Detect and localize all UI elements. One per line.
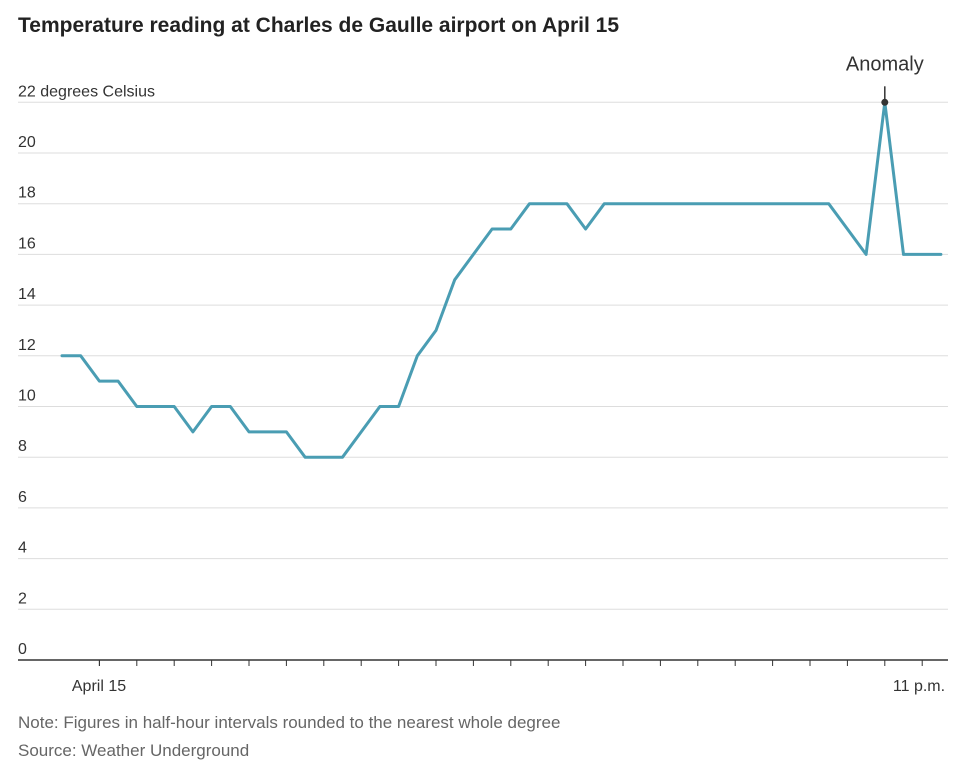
series-line-0 — [60, 100, 943, 459]
y-tick-label-0: 0 — [18, 641, 27, 658]
y-tick-label-12: 12 — [18, 337, 36, 354]
annotation-label-0: Anomaly — [846, 53, 924, 75]
y-tick-label-16: 16 — [18, 235, 36, 252]
y-tick-label-6: 6 — [18, 489, 27, 506]
x-tick-label-april-15: April 15 — [72, 678, 126, 695]
chart-note: Note: Figures in half-hour intervals rou… — [18, 713, 561, 732]
x-tick-label-11pm: 11 p.m. — [893, 678, 945, 695]
y-tick-label-2: 2 — [18, 590, 27, 607]
chart-source: Source: Weather Underground — [18, 741, 250, 760]
annotation-marker-0 — [881, 98, 889, 106]
y-tick-label-20: 20 — [18, 134, 36, 151]
y-tick-label-4: 4 — [18, 540, 27, 557]
chart-title: Temperature reading at Charles de Gaulle… — [18, 14, 619, 37]
y-tick-label-18: 18 — [18, 185, 36, 202]
y-tick-label-14: 14 — [18, 286, 36, 303]
y-axis-label: 22 degrees Celsius — [18, 83, 155, 100]
y-tick-label-10: 10 — [18, 388, 36, 405]
y-tick-label-8: 8 — [18, 438, 27, 455]
